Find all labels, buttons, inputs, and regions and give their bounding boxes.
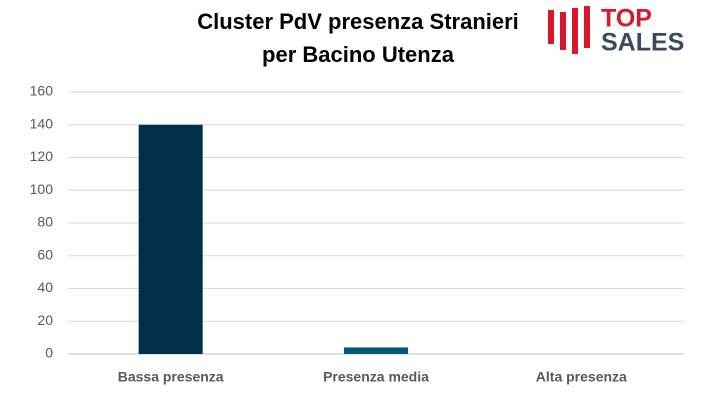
y-tick-label: 60 bbox=[37, 246, 53, 262]
chart-title: per Bacino Utenza bbox=[262, 42, 455, 67]
y-tick-label: 40 bbox=[37, 279, 53, 295]
logo-text: TOP bbox=[601, 5, 652, 33]
y-tick-label: 80 bbox=[37, 214, 53, 230]
logo-bar bbox=[572, 8, 578, 54]
y-tick-label: 120 bbox=[30, 148, 54, 164]
y-tick-label: 140 bbox=[30, 115, 54, 131]
x-tick-label: Bassa presenza bbox=[118, 369, 224, 385]
x-tick-label: Presenza media bbox=[323, 369, 429, 385]
y-tick-label: 100 bbox=[30, 181, 54, 197]
logo-text: SALES bbox=[601, 29, 684, 57]
bar bbox=[344, 347, 408, 354]
logo-bar bbox=[560, 12, 566, 50]
y-tick-label: 160 bbox=[30, 83, 54, 99]
y-tick-label: 20 bbox=[37, 312, 53, 328]
x-tick-label: Alta presenza bbox=[536, 369, 627, 385]
bar bbox=[138, 124, 203, 354]
chart-title: Cluster PdV presenza Stranieri bbox=[197, 9, 519, 34]
logo-bar bbox=[548, 10, 554, 44]
logo-bar bbox=[584, 6, 590, 48]
logo: TOP SALES bbox=[548, 5, 684, 57]
y-tick-label: 0 bbox=[45, 345, 53, 361]
